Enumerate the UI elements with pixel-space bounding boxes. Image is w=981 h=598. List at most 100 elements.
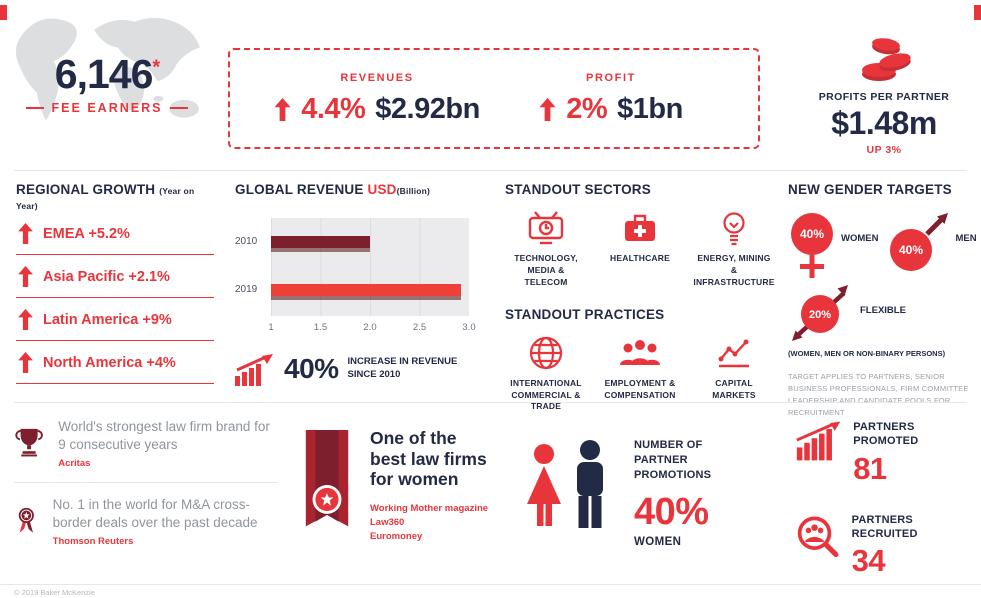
- accolade-source: Thomson Reuters: [52, 536, 134, 548]
- revenues-label: REVENUES: [340, 71, 414, 84]
- energy-bulb-icon: [693, 209, 775, 247]
- men-target-value: 40%: [899, 243, 923, 257]
- profit-delta: 2%: [566, 92, 608, 125]
- healthcare-icon: [599, 209, 681, 247]
- copyright-text: © 2019 Baker McKenzie: [14, 588, 95, 597]
- world-map-background: [15, 17, 200, 121]
- accolade-item: No. 1 in the world for M&A cross-border …: [14, 496, 278, 547]
- flexible-target: 20% FLEXIBLE: [788, 283, 974, 345]
- standout-practices-title: STANDOUT PRACTICES: [505, 306, 665, 322]
- region-label: EMEA +5.2%: [43, 225, 130, 242]
- revenues-metric: REVENUES 4.4% $2.92bn: [260, 72, 494, 126]
- stat-label: PARTNERS RECRUITED: [851, 513, 918, 540]
- revenue-increase-text: INCREASE IN REVENUE SINCE 2010: [347, 356, 458, 380]
- gender-targets-section: NEW GENDER TARGETS 40% WOMEN 40% MEN: [788, 182, 977, 419]
- revenue-increase-value: 40%: [284, 353, 339, 384]
- partner-promotions-body: NUMBER OF PARTNER PROMOTIONS 40% WOMEN: [634, 438, 752, 548]
- globe-icon: [505, 334, 587, 372]
- women-award-sources: Working Mother magazine Law360 Euromoney: [370, 502, 496, 545]
- partners-recruited-stat: PARTNERS RECRUITED 34: [795, 513, 973, 580]
- stat-value: 81: [853, 450, 887, 486]
- women-target-value: 40%: [800, 227, 824, 241]
- section-divider: [14, 402, 967, 403]
- chart-title-main: GLOBAL REVENUE: [235, 182, 364, 197]
- profit-metric: PROFIT 2% $1bn: [494, 72, 728, 126]
- growth-chart-icon: [235, 354, 273, 386]
- accolade-text: No. 1 in the world for M&A cross-border …: [52, 497, 258, 530]
- accolade-body: World's strongest law firm brand for 9 c…: [58, 418, 278, 469]
- accolade-divider: [14, 482, 278, 484]
- right-corner-mark: [974, 5, 981, 20]
- women-award-section: One of the best law firms for women Work…: [300, 428, 500, 545]
- flexible-target-label: FLEXIBLE: [860, 305, 906, 316]
- stat-value: 34: [851, 543, 886, 579]
- accolade-body: No. 1 in the world for M&A cross-border …: [53, 496, 278, 547]
- partner-promotions-value: 40%: [634, 490, 709, 533]
- up-arrow-icon: [18, 266, 33, 287]
- chart-year-label: 2019: [235, 284, 258, 295]
- chart-title-unit: (Billion): [396, 186, 431, 196]
- women-award-source: Working Mother magazine: [370, 502, 489, 514]
- profit-value: $1bn: [617, 92, 683, 125]
- region-label: Asia Pacific +2.1%: [43, 268, 170, 285]
- sector-label: HEALTHCARE: [610, 253, 670, 263]
- revenue-profit-panel: REVENUES 4.4% $2.92bn PROFIT 2% $1bn: [228, 48, 760, 149]
- decorative-rule-left: [25, 107, 44, 109]
- axis-tick: 2.5: [412, 322, 427, 333]
- woman-man-icon: [527, 440, 603, 528]
- axis-tick: 1: [268, 322, 274, 333]
- footer-divider: [0, 584, 981, 585]
- practice-item: CAPITAL MARKETS: [693, 334, 775, 414]
- accolade-text: World's strongest law firm brand for 9 c…: [58, 419, 270, 452]
- section-divider: [14, 170, 967, 171]
- regional-growth-subtitle: (Year on Year): [16, 186, 195, 211]
- region-label: Latin America +9%: [43, 311, 172, 328]
- axis-tick: 3.0: [462, 322, 476, 333]
- revenue-increase-callout: 40% INCREASE IN REVENUE SINCE 2010: [235, 352, 485, 386]
- region-row: North America +4%: [16, 341, 214, 384]
- practice-item: EMPLOYMENT & COMPENSATION: [599, 334, 681, 414]
- accolade-item: World's strongest law firm brand for 9 c…: [14, 418, 278, 469]
- profits-per-partner: PROFITS PER PARTNER $1.48m UP 3%: [795, 34, 973, 156]
- men-target: 40% MEN: [886, 211, 977, 281]
- stat-body: PARTNERS RECRUITED 34: [852, 513, 973, 580]
- bar-2010: [271, 236, 370, 248]
- women-target: 40% WOMEN: [788, 211, 878, 281]
- gender-targets-footnote: TARGET APPLIES TO PARTNERS, SENIOR BUSIN…: [788, 372, 969, 418]
- fee-earners: 6,146* FEE EARNERS: [18, 54, 196, 115]
- region-row: Asia Pacific +2.1%: [16, 255, 214, 298]
- female-symbol-icon: 40%: [791, 213, 833, 278]
- accolades-section: World's strongest law firm brand for 9 c…: [14, 418, 278, 547]
- standouts-section: STANDOUT SECTORS TECHNOLOGY, MEDIA & TEL…: [505, 182, 777, 413]
- revenues-value: $2.92bn: [375, 92, 480, 125]
- flexible-target-value: 20%: [809, 309, 831, 321]
- profits-per-partner-note: UP 3%: [866, 144, 902, 156]
- partners-promoted-stat: PARTNERS PROMOTED 81: [795, 420, 973, 487]
- region-row: Latin America +9%: [16, 298, 214, 341]
- regional-growth-title: REGIONAL GROWTH (Year on Year): [16, 182, 214, 212]
- up-arrow-icon: [274, 97, 291, 121]
- profits-per-partner-label: PROFITS PER PARTNER: [818, 91, 950, 103]
- profits-per-partner-value: $1.48m: [831, 105, 937, 141]
- sectors-row: TECHNOLOGY, MEDIA & TELECOM HEALTHCARE: [505, 209, 777, 289]
- sector-label: ENERGY, MINING & INFRASTRUCTURE: [693, 253, 775, 287]
- up-arrow-icon: [539, 97, 556, 121]
- accolade-source: Acritas: [58, 458, 91, 470]
- revenues-delta: 4.4%: [301, 92, 366, 125]
- partner-promotions-section: NUMBER OF PARTNER PROMOTIONS 40% WOMEN: [518, 438, 752, 548]
- fee-earners-number: 6,146: [54, 51, 154, 97]
- tv-telecom-icon: [505, 209, 587, 247]
- practice-label: EMPLOYMENT & COMPENSATION: [604, 377, 676, 400]
- women-target-label: WOMEN: [841, 233, 879, 244]
- award-ribbon-icon: [305, 430, 349, 527]
- up-arrow-icon: [18, 352, 33, 373]
- chart-plot-area: 1 1.5 2.0 2.5 3.0: [268, 218, 476, 333]
- stat-body: PARTNERS PROMOTED 81: [853, 420, 973, 487]
- profit-figures: 2% $1bn: [494, 93, 728, 126]
- women-award-source: Law360: [370, 517, 405, 529]
- fee-earners-caption: FEE EARNERS: [18, 101, 196, 115]
- capital-markets-icon: [693, 334, 775, 372]
- revenue-bar-chart: 2010 2019 1 1.5 2.0 2.5 3.0: [235, 212, 476, 336]
- region-row: EMEA +5.2%: [16, 212, 214, 255]
